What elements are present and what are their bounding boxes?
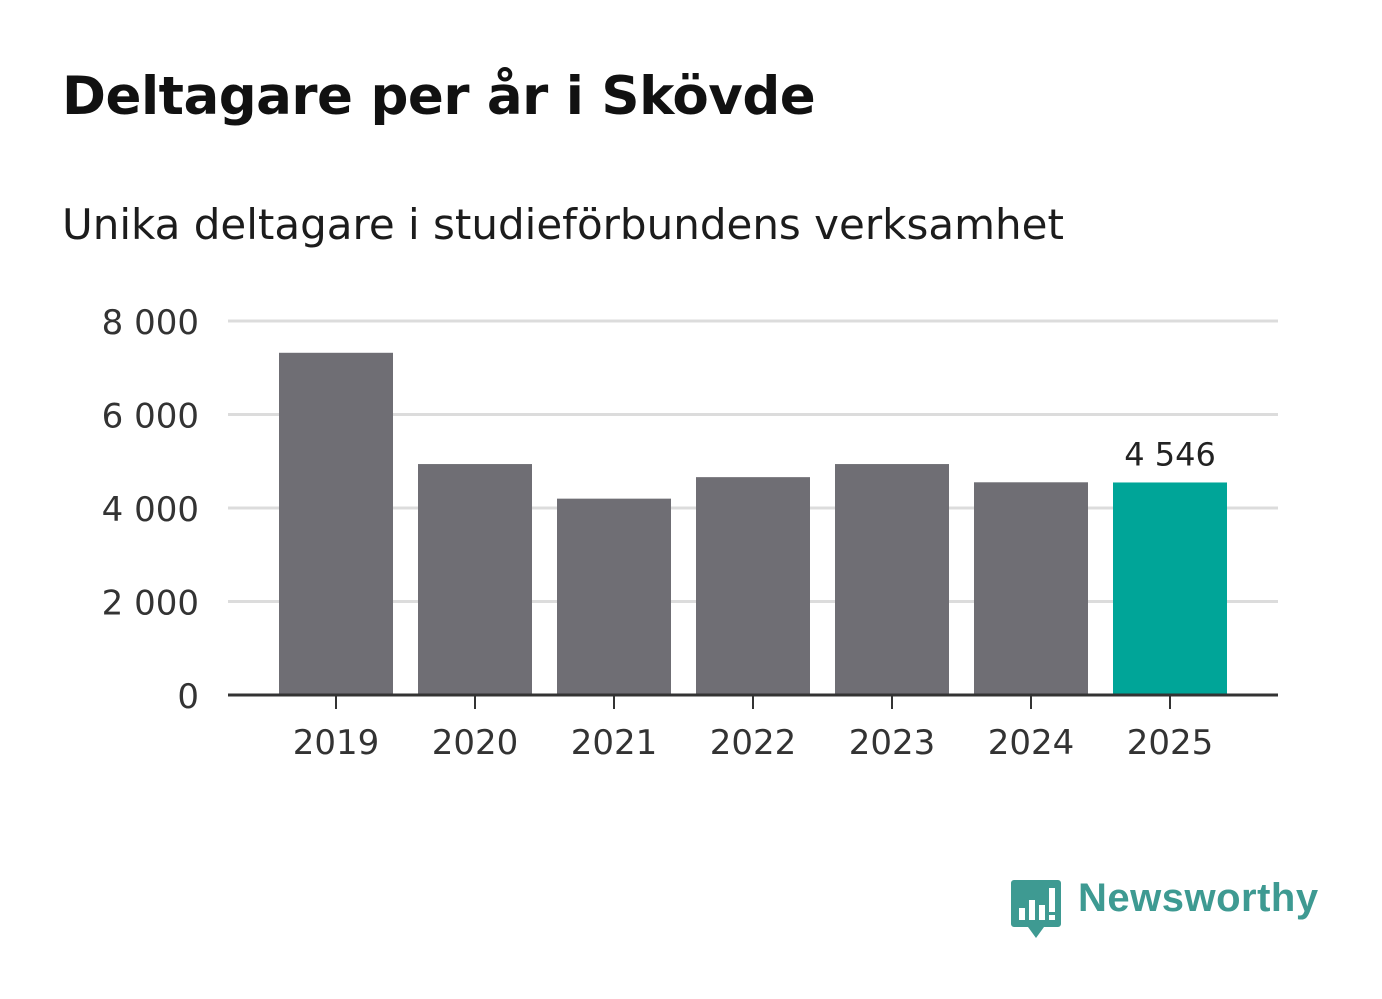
bar-2022 <box>696 477 810 695</box>
bar-2020 <box>418 464 532 695</box>
chart-subtitle: Unika deltagare i studieförbundens verks… <box>62 200 1064 249</box>
y-tick-label: 6 000 <box>102 397 199 437</box>
y-tick-label: 2 000 <box>102 584 199 624</box>
x-tick-label: 2025 <box>1127 723 1214 763</box>
brand-name: Newsworthy <box>1078 876 1319 920</box>
data-label: 4 546 <box>1124 435 1216 473</box>
bar-2024 <box>974 482 1088 695</box>
bar-2021 <box>557 498 671 695</box>
newsworthy-brand: Newsworthy <box>1010 876 1319 940</box>
y-axis-ticks: 0 2 000 4 000 6 000 8 000 <box>102 303 199 717</box>
x-axis <box>228 693 1278 709</box>
y-tick-label: 4 000 <box>102 490 199 530</box>
y-tick-label: 0 <box>177 677 199 717</box>
chart-title: Deltagare per år i Skövde <box>62 66 816 127</box>
data-labels: 4 546 <box>1124 435 1216 473</box>
x-tick-label: 2021 <box>571 723 658 763</box>
bars <box>279 352 1227 695</box>
x-tick-label: 2022 <box>710 723 797 763</box>
bar-2019 <box>279 352 393 695</box>
x-tick-label: 2023 <box>849 723 936 763</box>
x-axis-ticks: 2019 2020 2021 2022 2023 2024 2025 <box>293 723 1214 763</box>
x-tick-label: 2024 <box>988 723 1075 763</box>
x-tick-label: 2020 <box>432 723 519 763</box>
bar-2023 <box>835 464 949 695</box>
y-tick-label: 8 000 <box>102 303 199 343</box>
newsworthy-logo-icon <box>1011 880 1061 938</box>
x-tick-label: 2019 <box>293 723 380 763</box>
bar-2025 <box>1113 482 1227 695</box>
